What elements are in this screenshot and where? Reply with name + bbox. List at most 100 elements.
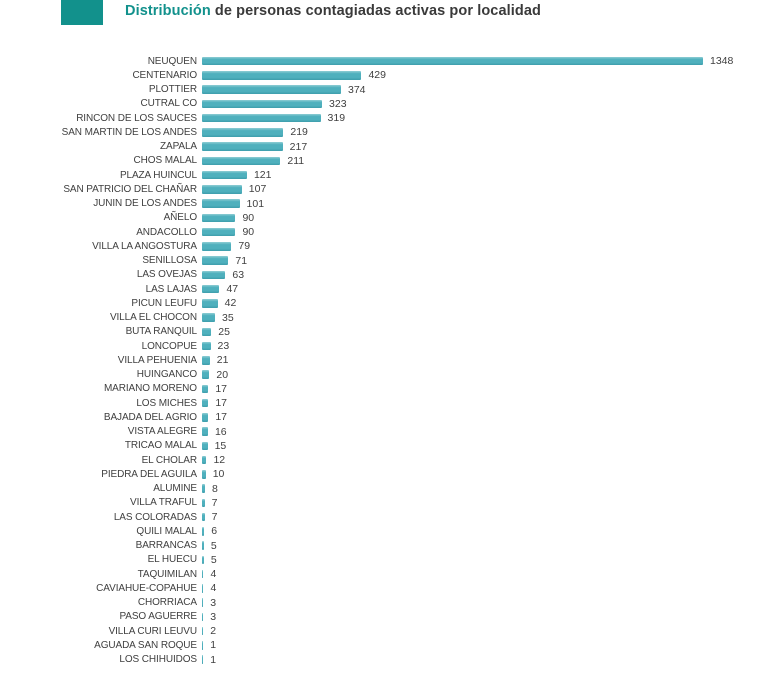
bar-track: 7	[202, 511, 777, 523]
category-label: LOS CHIHUIDOS	[119, 654, 197, 666]
value-label: 3	[210, 610, 217, 623]
category-label: CUTRAL CO	[140, 98, 197, 110]
bar-row: TAQUIMILAN 4	[0, 567, 777, 581]
bar-row: VILLA TRAFUL 7	[0, 496, 777, 510]
value-label: 20	[216, 368, 229, 381]
bar-row: JUNIN DE LOS ANDES 101	[0, 197, 777, 211]
value-label: 211	[287, 154, 305, 167]
bar	[202, 527, 205, 536]
category-label: AÑELO	[163, 212, 198, 224]
category-label: AGUADA SAN ROQUE	[94, 639, 197, 651]
value-label: 4	[210, 568, 217, 581]
category-label: LAS OVEJAS	[136, 269, 197, 281]
bar	[202, 56, 703, 66]
value-label: 25	[218, 325, 230, 338]
bar	[202, 341, 211, 351]
category-label: PASO AGUERRE	[119, 611, 197, 623]
bar-row: CHOS MALAL 211	[0, 154, 777, 168]
bar	[202, 612, 204, 622]
bar	[202, 85, 341, 94]
value-label: 1	[210, 653, 217, 666]
category-label: ANDACOLLO	[136, 226, 197, 238]
category-label: VILLA TRAFUL	[130, 497, 197, 509]
bar-row: RINCON DE LOS SAUCES 319	[0, 111, 777, 125]
bar	[202, 370, 210, 379]
bar-track: 71	[202, 255, 777, 267]
bar-track: 16	[202, 426, 777, 438]
bar-track: 17	[202, 383, 777, 395]
bar-track: 35	[202, 312, 777, 324]
bar-track: 17	[202, 411, 777, 423]
bar-track: 4	[202, 582, 777, 594]
category-label: CHOS MALAL	[133, 155, 198, 167]
bar-track: 20	[202, 369, 777, 381]
bar-row: EL CHOLAR 12	[0, 453, 777, 467]
value-label: 17	[215, 411, 227, 424]
bar	[202, 170, 247, 180]
category-label: HUINGANCO	[136, 369, 197, 381]
bar-track: 7	[202, 497, 777, 509]
category-label: VILLA PEHUENIA	[117, 354, 197, 366]
value-label: 5	[210, 539, 217, 552]
bar	[202, 498, 205, 508]
value-label: 121	[253, 169, 272, 182]
bar-row: ZAPALA 217	[0, 140, 777, 154]
bar	[202, 99, 323, 109]
bar-track: 25	[202, 326, 777, 338]
bar-row: LOS CHIHUIDOS 1	[0, 653, 777, 667]
bar-row: SENILLOSA 71	[0, 254, 777, 268]
bar-track: 15	[202, 440, 777, 452]
category-label: LONCOPUE	[141, 340, 197, 352]
bar-row: EL HUECU 5	[0, 553, 777, 567]
bar-track: 90	[202, 212, 777, 224]
category-label: LOS MICHES	[136, 397, 197, 409]
bar-track: 107	[202, 183, 777, 195]
bar-track: 63	[202, 269, 777, 281]
title-accent-square	[61, 0, 103, 25]
bar-track: 4	[202, 568, 777, 580]
bar	[202, 641, 204, 650]
category-label: CENTENARIO	[132, 69, 197, 81]
bar-track: 217	[202, 141, 777, 153]
bar	[202, 470, 206, 479]
bar	[202, 270, 226, 280]
bar-track: 42	[202, 297, 777, 309]
bar	[202, 142, 283, 151]
value-label: 16	[214, 425, 227, 438]
category-label: VILLA CURI LEUVU	[108, 625, 198, 637]
bar	[202, 299, 218, 308]
bar-row: LAS COLORADAS 7	[0, 510, 777, 524]
bar-row: TRICAO MALAL 15	[0, 439, 777, 453]
bar-row: NEUQUEN 1348	[0, 54, 777, 68]
bar-track: 3	[202, 597, 777, 609]
category-label: EL HUECU	[147, 554, 198, 566]
bar-track: 319	[202, 112, 777, 124]
bar-track: 2	[202, 625, 777, 637]
bar-row: BAJADA DEL AGRIO 17	[0, 410, 777, 424]
value-label: 15	[214, 439, 227, 452]
bar	[202, 384, 209, 394]
category-label: SENILLOSA	[142, 255, 197, 267]
bar-row: VILLA LA ANGOSTURA 79	[0, 239, 777, 253]
value-label: 71	[235, 254, 248, 267]
value-label: 17	[215, 397, 227, 410]
bar-track: 1	[202, 639, 777, 651]
category-label: SAN MARTIN DE LOS ANDES	[61, 126, 197, 138]
bar-row: BARRANCAS 5	[0, 539, 777, 553]
category-label: PLAZA HUINCUL	[119, 169, 197, 181]
category-label: TRICAO MALAL	[124, 440, 197, 452]
category-label: VILLA EL CHOCON	[109, 312, 197, 324]
category-label: CHORRIACA	[137, 597, 197, 609]
page-title: Distribución de personas contagiadas act…	[125, 3, 541, 19]
bar	[202, 413, 209, 422]
bar	[202, 569, 204, 579]
bar	[202, 128, 284, 137]
bar-track: 79	[202, 240, 777, 252]
value-label: 42	[224, 297, 237, 310]
bar	[202, 256, 229, 265]
bar-track: 17	[202, 397, 777, 409]
bar	[202, 555, 204, 565]
bar	[202, 113, 321, 123]
bar-track: 5	[202, 554, 777, 566]
bar-row: SAN MARTIN DE LOS ANDES 219	[0, 125, 777, 139]
